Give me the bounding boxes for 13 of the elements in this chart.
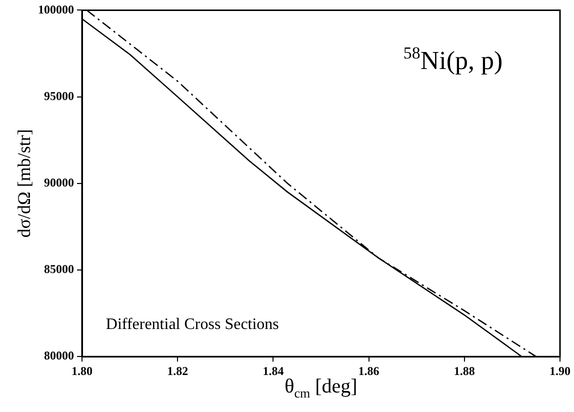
x-tick-label: 1.80 <box>72 364 92 378</box>
annotation: Differential Cross Sections <box>106 316 279 333</box>
x-tick-label: 1.82 <box>167 364 188 378</box>
y-tick-label: 90000 <box>44 175 74 190</box>
x-tick-label: 1.88 <box>454 364 475 378</box>
y-tick-label: 85000 <box>44 262 74 276</box>
y-axis-title: dσ/dΩ [mb/str] <box>14 129 34 238</box>
x-tick-label: 1.90 <box>550 364 570 378</box>
y-tick-label: 80000 <box>44 348 74 363</box>
y-tick-label: 100000 <box>38 2 74 16</box>
x-tick-label: 1.84 <box>262 364 284 378</box>
x-tick-label: 1.86 <box>358 364 380 378</box>
y-tick-label: 95000 <box>44 88 74 103</box>
